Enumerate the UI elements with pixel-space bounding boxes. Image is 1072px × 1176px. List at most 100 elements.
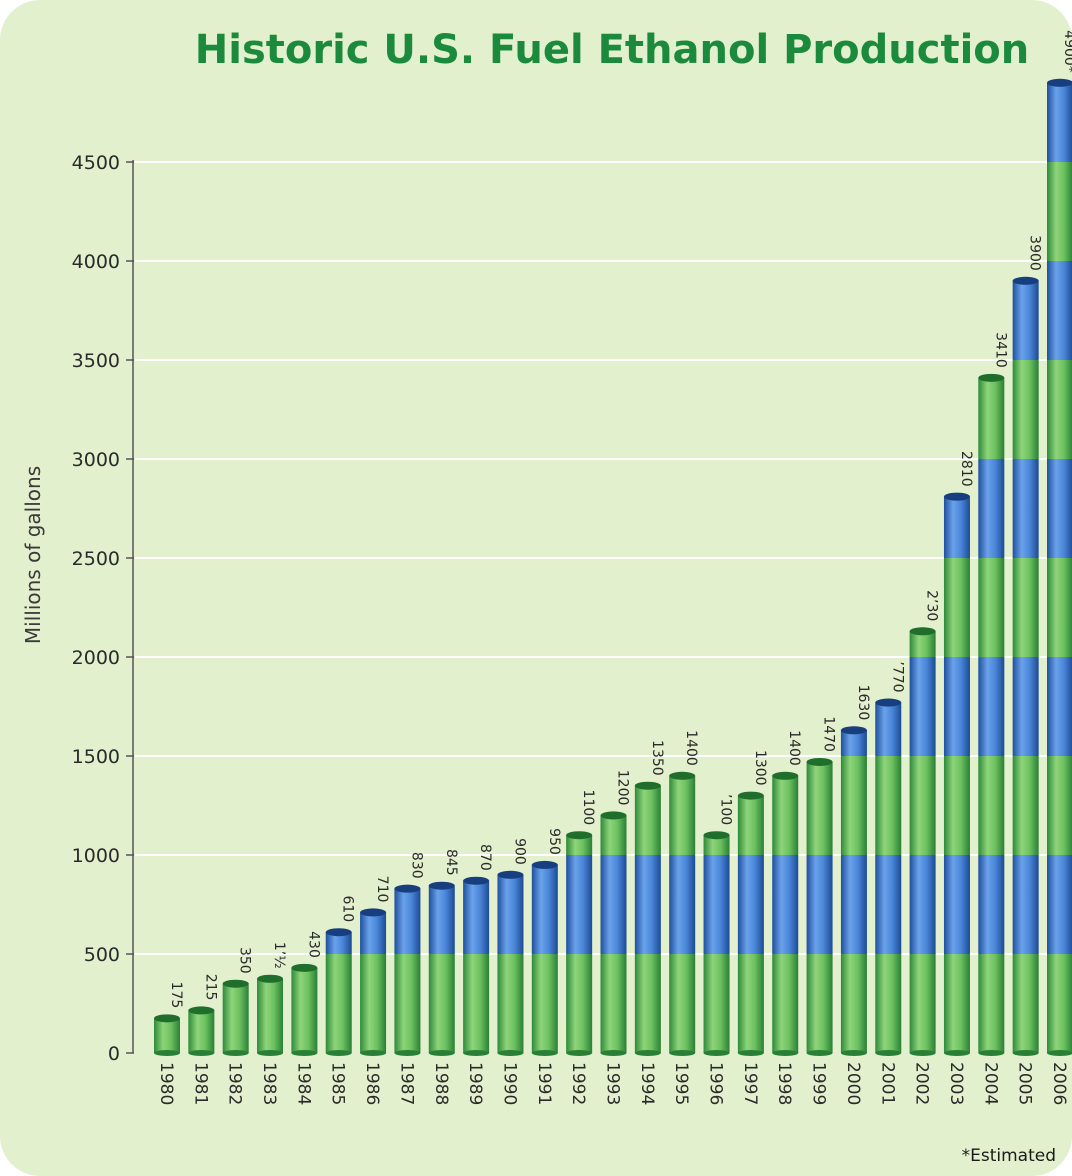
x-tick-label-1990: 1990 (499, 1062, 519, 1105)
x-tick-label-2000: 2000 (843, 1062, 863, 1105)
bar-cap (1047, 78, 1072, 87)
bar-segment (497, 954, 524, 1053)
bar-segment (463, 954, 490, 1053)
bar-segment (703, 835, 730, 855)
x-tick-label-2002: 2002 (912, 1062, 932, 1105)
y-axis-title: Millions of gallons (21, 466, 45, 644)
bar-cap (978, 373, 1005, 382)
bar-base (703, 1050, 730, 1056)
bar-segment (325, 954, 352, 1053)
bar-base (806, 1050, 833, 1056)
value-label-1994: 1350 (649, 740, 665, 776)
bar-segment (188, 1010, 215, 1053)
bar-cap (154, 1014, 180, 1023)
bar-segment (291, 967, 318, 1053)
x-tick-label-1982: 1982 (225, 1062, 245, 1105)
bar-segment (806, 761, 833, 855)
value-label-1997: 1300 (752, 750, 768, 786)
bar-base (325, 1050, 352, 1056)
bar-base (291, 1050, 318, 1056)
bar-base (566, 1050, 593, 1056)
bar-2005 (1012, 276, 1039, 1056)
bar-segment (737, 795, 764, 855)
value-label-1985: 610 (340, 895, 356, 922)
bar-segment (360, 912, 387, 954)
bar-segment (1047, 82, 1072, 162)
bar-cap (943, 492, 970, 501)
x-tick-label-1999: 1999 (809, 1062, 829, 1105)
bar-segment (943, 558, 970, 657)
bar-1987 (394, 884, 421, 1056)
x-tick-label-2004: 2004 (980, 1062, 1000, 1105)
bar-segment (978, 657, 1005, 756)
bar-segment (840, 954, 867, 1053)
bar-1980 (154, 1014, 180, 1056)
x-tick-label-1996: 1996 (706, 1062, 726, 1105)
bar-segment (257, 978, 284, 1053)
value-label-1991: 950 (546, 828, 562, 855)
bar-1997 (737, 791, 764, 1056)
y-tick-label: 4500 (72, 152, 120, 174)
value-label-1998: 1400 (786, 730, 802, 766)
y-tick-label: 3500 (72, 350, 120, 372)
bar-cap (188, 1006, 215, 1015)
x-tick-label-1991: 1991 (534, 1062, 554, 1105)
x-tick-label-2006: 2006 (1049, 1062, 1069, 1105)
bar-cap (669, 771, 696, 780)
bar-2002 (909, 627, 936, 1056)
bar-segment (840, 756, 867, 855)
bar-segment (154, 1018, 180, 1053)
bar-cap (806, 757, 833, 766)
bar-segment (875, 954, 902, 1053)
bar-segment (909, 855, 936, 954)
bar-base (978, 1050, 1005, 1056)
bar-segment (1047, 855, 1072, 954)
bar-base (1012, 1050, 1039, 1056)
bar-segment (325, 932, 352, 954)
bar-base (1047, 1050, 1072, 1056)
bar-1986 (360, 908, 387, 1056)
bar-base (634, 1050, 661, 1056)
bar-segment (566, 835, 593, 855)
bar-segment (978, 459, 1005, 558)
bar-cap (634, 781, 661, 790)
bar-segment (875, 702, 902, 756)
x-tick-label-1988: 1988 (431, 1062, 451, 1105)
bar-segment (1047, 162, 1072, 261)
bar-1988 (428, 881, 455, 1056)
value-labels: 175 215 350 1’½ 430 610 710 830 845 870 900 950 1100… (168, 30, 1072, 1008)
bar-segment (772, 775, 799, 855)
bar-segment (703, 954, 730, 1053)
x-tick-label-1984: 1984 (293, 1062, 313, 1105)
value-label-2003: 2810 (958, 451, 974, 487)
bar-segment (600, 954, 627, 1053)
bar-segment (978, 756, 1005, 855)
bar-cap (909, 627, 936, 636)
value-label-1988: 845 (443, 849, 459, 876)
value-label-1995: 1400 (683, 730, 699, 766)
bar-cap (737, 791, 764, 800)
x-tick-label-2003: 2003 (946, 1062, 966, 1105)
bar-segment (428, 954, 455, 1053)
bar-segment (1012, 459, 1039, 558)
bar-cap (291, 963, 318, 972)
bar-segment (1012, 558, 1039, 657)
bar-segment (840, 730, 867, 756)
value-label-2000: 1630 (855, 685, 871, 721)
x-tick-label-1985: 1985 (328, 1062, 348, 1105)
value-label-2001: ’770 (889, 661, 905, 692)
bar-segment (909, 756, 936, 855)
bar-segment (531, 954, 558, 1053)
bar-segment (1047, 756, 1072, 855)
x-tick-label-1998: 1998 (774, 1062, 794, 1105)
x-tick-label-1992: 1992 (568, 1062, 588, 1105)
bar-segment (978, 954, 1005, 1053)
bar-segment (463, 880, 490, 954)
bar-2000 (840, 726, 867, 1056)
value-label-1993: 1200 (615, 770, 631, 806)
bar-segment (840, 855, 867, 954)
value-label-1983: 1’½ (271, 942, 287, 969)
bar-base (463, 1050, 490, 1056)
x-axis-ticks: 1980 1981 1982 1983 1984 1985 1986 1987 1988 1989… (156, 1062, 1069, 1105)
